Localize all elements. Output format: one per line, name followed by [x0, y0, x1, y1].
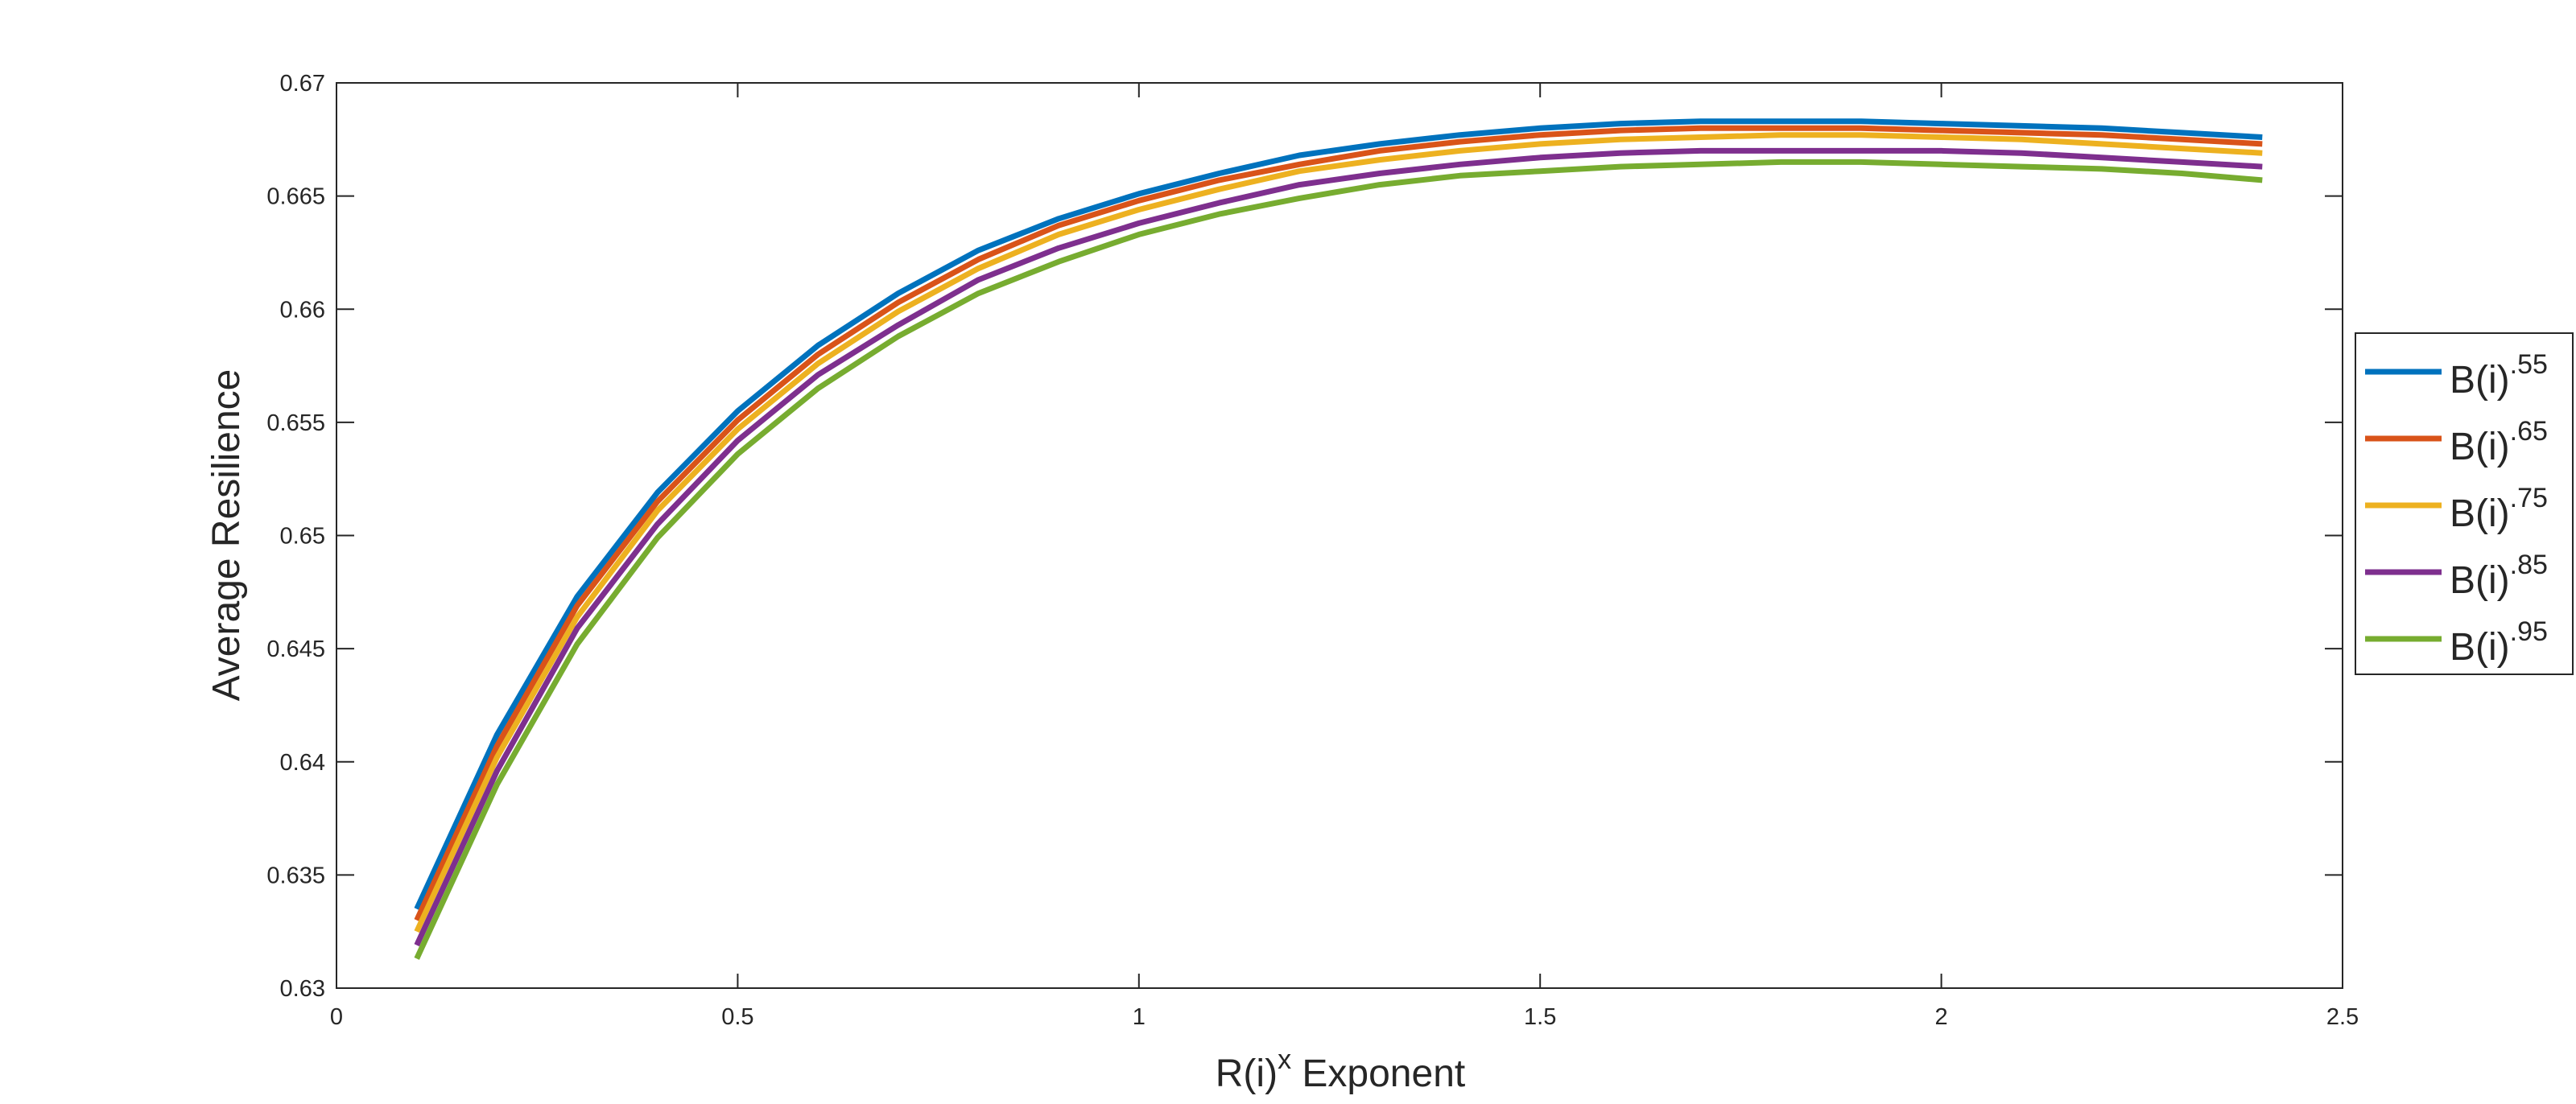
y-tick-label: 0.64 [280, 750, 325, 776]
legend: B(i).55B(i).65B(i).75B(i).85B(i).95 [2355, 332, 2574, 675]
legend-items: B(i).55B(i).65B(i).75B(i).85B(i).95 [2365, 349, 2548, 669]
x-tick-label: 0 [330, 1004, 343, 1030]
y-tick-label: 0.67 [280, 71, 325, 97]
legend-label-superscript: .65 [2510, 416, 2548, 447]
legend-label-superscript: .95 [2510, 616, 2548, 647]
x-tick-label: 2 [1935, 1004, 1948, 1030]
series-line-4 [414, 159, 2263, 960]
legend-label-superscript: .85 [2510, 550, 2548, 580]
series-line-3 [414, 147, 2263, 947]
legend-label-4: B(i).95 [2450, 616, 2548, 669]
legend-label-1: B(i).65 [2450, 416, 2548, 468]
x-axis-title-rest: Exponent [1291, 1053, 1465, 1095]
x-tick-label: 1.5 [1524, 1004, 1556, 1030]
y-axis-title: Average Resilience [205, 369, 248, 702]
y-tick-label: 0.655 [266, 410, 325, 436]
y-tick-label: 0.66 [280, 297, 325, 323]
series-line-0 [414, 118, 2263, 911]
legend-label-base: B(i) [2450, 559, 2510, 602]
legend-label-superscript: .55 [2510, 349, 2548, 380]
y-tick-label: 0.63 [280, 976, 325, 1002]
y-tick-label: 0.645 [266, 636, 325, 662]
legend-label-2: B(i).75 [2450, 483, 2548, 535]
legend-label-base: B(i) [2450, 426, 2510, 468]
x-axis-title-base: R(i) [1216, 1053, 1278, 1095]
x-axis-title-superscript: x [1278, 1044, 1291, 1075]
y-tick-label: 0.665 [266, 184, 325, 210]
series-layer [414, 118, 2263, 960]
legend-label-0: B(i).55 [2450, 349, 2548, 402]
legend-label-3: B(i).85 [2450, 550, 2548, 602]
legend-label-base: B(i) [2450, 359, 2510, 402]
y-tick-label: 0.635 [266, 863, 325, 888]
series-line-2 [414, 132, 2263, 933]
x-tick-label: 2.5 [2326, 1004, 2359, 1030]
x-tick-label: 1 [1133, 1004, 1146, 1030]
x-axis: 0 0.5 1 1.5 2 2.5 [330, 83, 2359, 1030]
x-tick-label: 0.5 [721, 1004, 753, 1030]
y-tick-label: 0.65 [280, 524, 325, 550]
x-axis-title: R(i)x Exponent [1216, 1044, 1465, 1095]
legend-label-base: B(i) [2450, 492, 2510, 535]
series-line-1 [414, 125, 2263, 922]
y-axis: 0.63 0.635 0.64 0.645 0.65 0.655 0.66 0.665 0.67 [266, 71, 2343, 1002]
plot-area [336, 83, 2343, 988]
legend-label-superscript: .75 [2510, 483, 2548, 513]
legend-label-base: B(i) [2450, 626, 2510, 669]
